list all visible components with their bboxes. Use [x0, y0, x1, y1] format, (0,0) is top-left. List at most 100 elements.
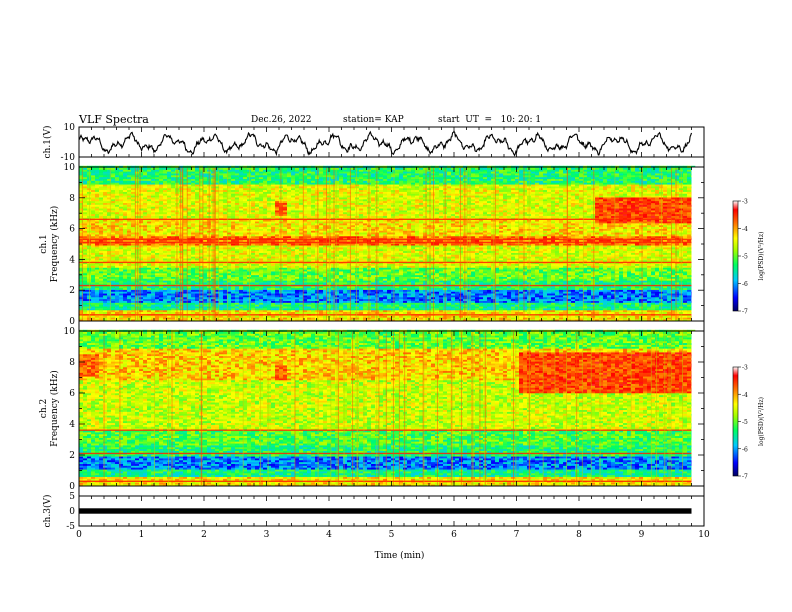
ch1-spec-cell [191, 301, 195, 303]
ch1-spec-heatmap [79, 166, 704, 322]
ch1-spec-cell [543, 316, 547, 318]
ch1-spec-cell [103, 312, 107, 314]
ch1-spec-cell [655, 312, 659, 314]
ch1-spec-cell [251, 301, 255, 303]
ch1-spec-cell [379, 312, 383, 314]
ch1-spec-cell [399, 297, 403, 299]
ch1-spec-cell [355, 304, 359, 306]
ch1-spec-cell [99, 297, 103, 299]
ch1-spec-cell [455, 297, 459, 299]
ch1-spec-cell [259, 301, 263, 303]
ch1-spec-cell [487, 312, 491, 314]
ch1-spec-cell [399, 301, 403, 303]
ch1-spec-cell [599, 308, 603, 310]
ch1-spec-cell [619, 301, 623, 303]
ch1-spec-cell [291, 297, 295, 299]
ch1-spec-cell [243, 308, 247, 310]
ch1-spec-cell [363, 308, 367, 310]
ch1-spec-cell [595, 301, 599, 303]
ch1-spec-cell [427, 304, 431, 306]
ch1-spec-cell [143, 304, 147, 306]
ch1-spec-cell [647, 316, 651, 318]
ch1-spec-cell [255, 304, 259, 306]
ch1-spec-cell [531, 301, 535, 303]
ch1-spec-cell [447, 316, 451, 318]
ch1-spec-cell [575, 304, 579, 306]
ch1-spec-cell [487, 297, 491, 299]
ch1-spec-cell [411, 301, 415, 303]
ch1-spec-cell [503, 308, 507, 310]
ch1-spec-cell [479, 304, 483, 306]
ch1-spec-cell [483, 304, 487, 306]
ch1-spec-cell [539, 312, 543, 314]
ch1-spec-cell [491, 316, 495, 318]
ch1-spec-cell [411, 297, 415, 299]
ch1-spec-cell [239, 308, 243, 310]
ch1-spec-cell [435, 308, 439, 310]
ch1-spec-cell [647, 308, 651, 310]
ch1-spec-cell [159, 308, 163, 310]
ch1-spec-cell [83, 308, 87, 310]
ch1-spec-cell [635, 304, 639, 306]
ch1-spec-cell [403, 316, 407, 318]
ch1-spec-cell [223, 297, 227, 299]
ch1-spec-cell [379, 297, 383, 299]
ch1-spec-cell [503, 297, 507, 299]
ch1-spec-cell [307, 301, 311, 303]
ch1-spec-cell [439, 312, 443, 314]
ch1-spec-cell [291, 308, 295, 310]
ch1-spec-cell [195, 304, 199, 306]
ch1-spec-cell [435, 301, 439, 303]
ch1-spec-cell [139, 304, 143, 306]
ch1-spec-cell [483, 297, 487, 299]
ch1-spec-cell [631, 316, 635, 318]
ch1-spec-cell [439, 301, 443, 303]
ch1-spec-cell [223, 312, 227, 314]
ch1-spec-cell [127, 308, 131, 310]
ch1-spec-cell [311, 308, 315, 310]
ch1-spec-cell [235, 312, 239, 314]
ch1-spec-cell [471, 301, 475, 303]
ch1-spec-cell [171, 301, 175, 303]
ch1-spec-cell [455, 316, 459, 318]
ch1-spec-cell [291, 316, 295, 318]
ch1-spec-cell [155, 297, 159, 299]
ch1-spec-cell [603, 304, 607, 306]
ch1-spec-cell [519, 312, 523, 314]
ch1-spec-cell [395, 308, 399, 310]
ch1-spec-cell [335, 316, 339, 318]
ch1-spec-cell [383, 316, 387, 318]
ch1-spec-cell [299, 308, 303, 310]
ch1-spec-cell [363, 297, 367, 299]
ch1-spec-cell [195, 297, 199, 299]
ch1-spec-cell [591, 297, 595, 299]
ch1-spec-cell [251, 308, 255, 310]
ch1-spec-cell [587, 304, 591, 306]
ch1-spec-cell [571, 304, 575, 306]
ch1-spec-cell [579, 312, 583, 314]
ch1-spec-cell [423, 312, 427, 314]
ch1-spec-cell [147, 297, 151, 299]
ch1-spec-cell [415, 316, 419, 318]
ch1-spec-cell [547, 316, 551, 318]
ch1-spec-cell [551, 304, 555, 306]
ch1-spec-cell [235, 301, 239, 303]
ch1-spec-cell [155, 312, 159, 314]
ch1-spec-cell [223, 316, 227, 318]
ch1-spec-cell [555, 312, 559, 314]
ch1-spec-cell [419, 301, 423, 303]
ch1-spec-cell [471, 304, 475, 306]
ch1-spec-cell [91, 301, 95, 303]
ch1-spec-cell [95, 304, 99, 306]
ch1-spec-cell [467, 316, 471, 318]
ch1-spec-cell [351, 301, 355, 303]
ch1-spec-cell [591, 312, 595, 314]
ch1-spec-cell [435, 297, 439, 299]
ch1-spec-cell [467, 301, 471, 303]
ch1-spec-cell [183, 301, 187, 303]
ch1-spec-cell [171, 316, 175, 318]
ch1-spec-cell [643, 316, 647, 318]
ch1-spec-cell [427, 297, 431, 299]
ch1-spec-cell [447, 301, 451, 303]
ch1-spec-cell [151, 316, 155, 318]
